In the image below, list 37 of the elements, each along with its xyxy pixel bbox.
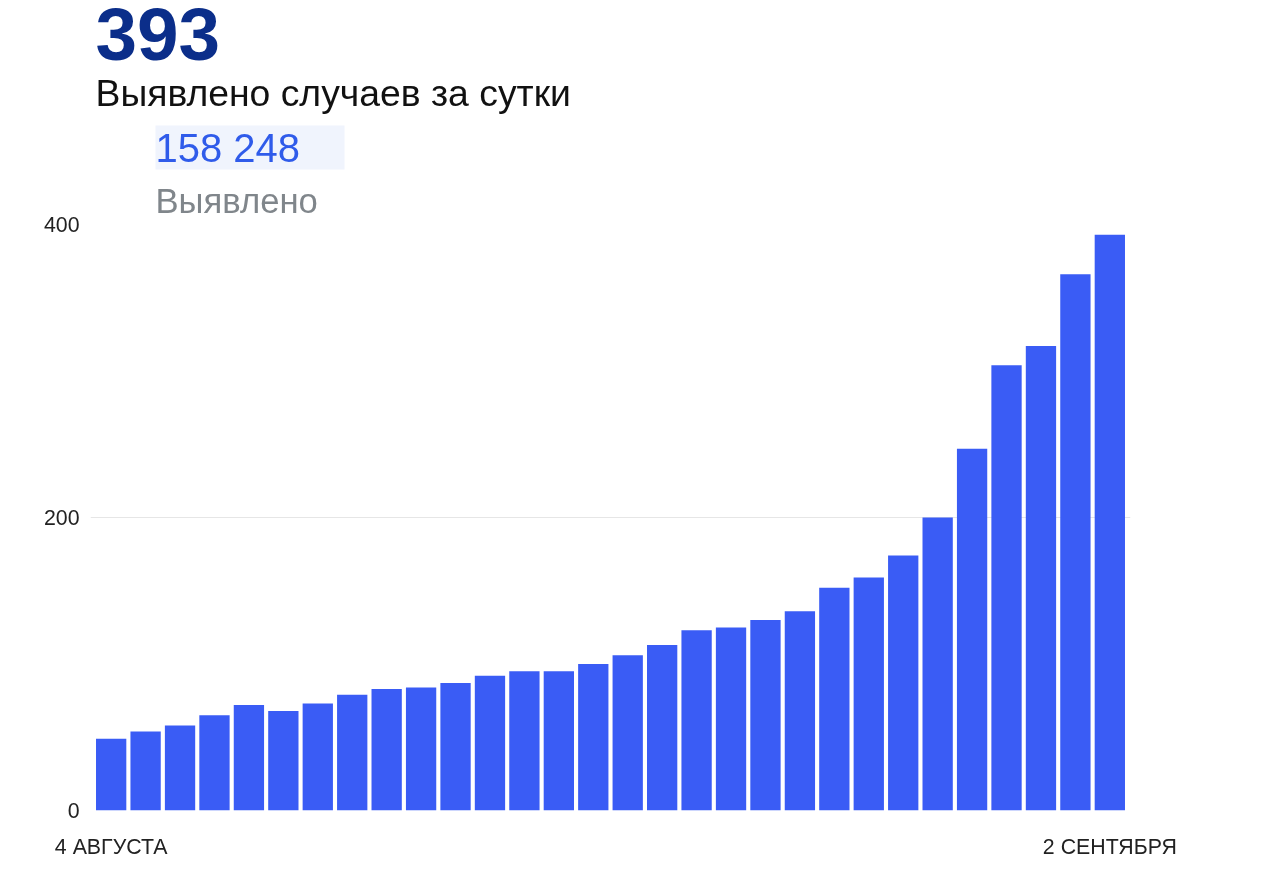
bar [337,694,368,811]
bar [956,448,988,811]
bar [578,664,609,811]
bar [681,630,712,811]
bar [371,688,402,811]
bar [474,675,506,811]
bar [199,715,230,811]
bar [784,611,816,811]
bar [819,587,850,811]
y-tick-label: 0 [67,799,80,823]
bar [268,710,299,811]
bar [405,687,437,811]
x-tick-label: 4 АВГУСТА [54,834,169,859]
bar [1025,346,1057,811]
bar [991,365,1022,811]
bar [509,671,540,811]
y-tick-label: 400 [43,213,80,237]
bar [164,725,196,811]
text: 158 248 [155,125,301,170]
bar [543,671,574,811]
bar [853,577,884,811]
y-tick-label: 200 [43,506,80,530]
text: Выявлено [155,181,318,220]
bar [612,655,643,811]
bar [233,705,265,811]
bar [647,644,678,811]
bar [1060,274,1091,811]
bar [715,627,747,811]
bar [750,620,781,811]
bar [440,683,471,811]
bar [1094,234,1125,811]
bar [888,555,919,811]
bar [130,731,161,811]
bar [302,703,333,811]
bar [922,517,953,811]
x-tick-label: 2 СЕНТЯБРЯ [1042,834,1177,859]
bar [96,738,127,811]
